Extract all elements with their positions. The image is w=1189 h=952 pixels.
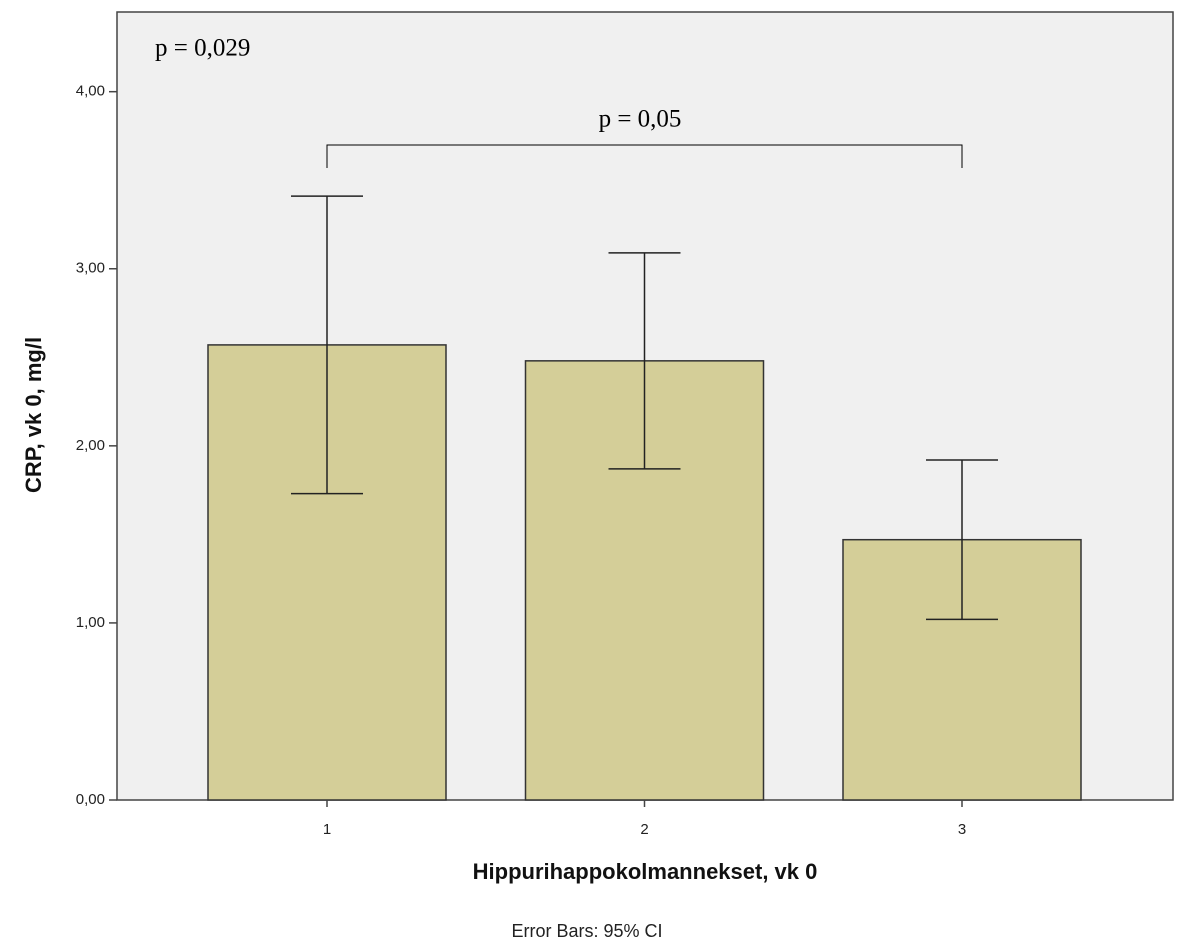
- annotation: p = 0,029: [155, 35, 250, 62]
- annotation: p = 0,05: [599, 106, 682, 133]
- y-tick-label: 0,00: [76, 791, 105, 808]
- y-tick-label: 4,00: [76, 83, 105, 100]
- x-tick-label: 3: [958, 821, 966, 838]
- y-tick-label: 3,00: [76, 260, 105, 277]
- x-tick-label: 2: [640, 821, 648, 838]
- footnote: Error Bars: 95% CI: [511, 921, 662, 941]
- y-axis-title: CRP, vk 0, mg/l: [21, 337, 46, 493]
- x-axis-title: Hippurihappokolmannekset, vk 0: [473, 859, 818, 884]
- y-tick-label: 1,00: [76, 614, 105, 631]
- x-tick-label: 1: [323, 821, 331, 838]
- significance-bracket: [326, 144, 963, 168]
- y-tick-label: 2,00: [76, 437, 105, 454]
